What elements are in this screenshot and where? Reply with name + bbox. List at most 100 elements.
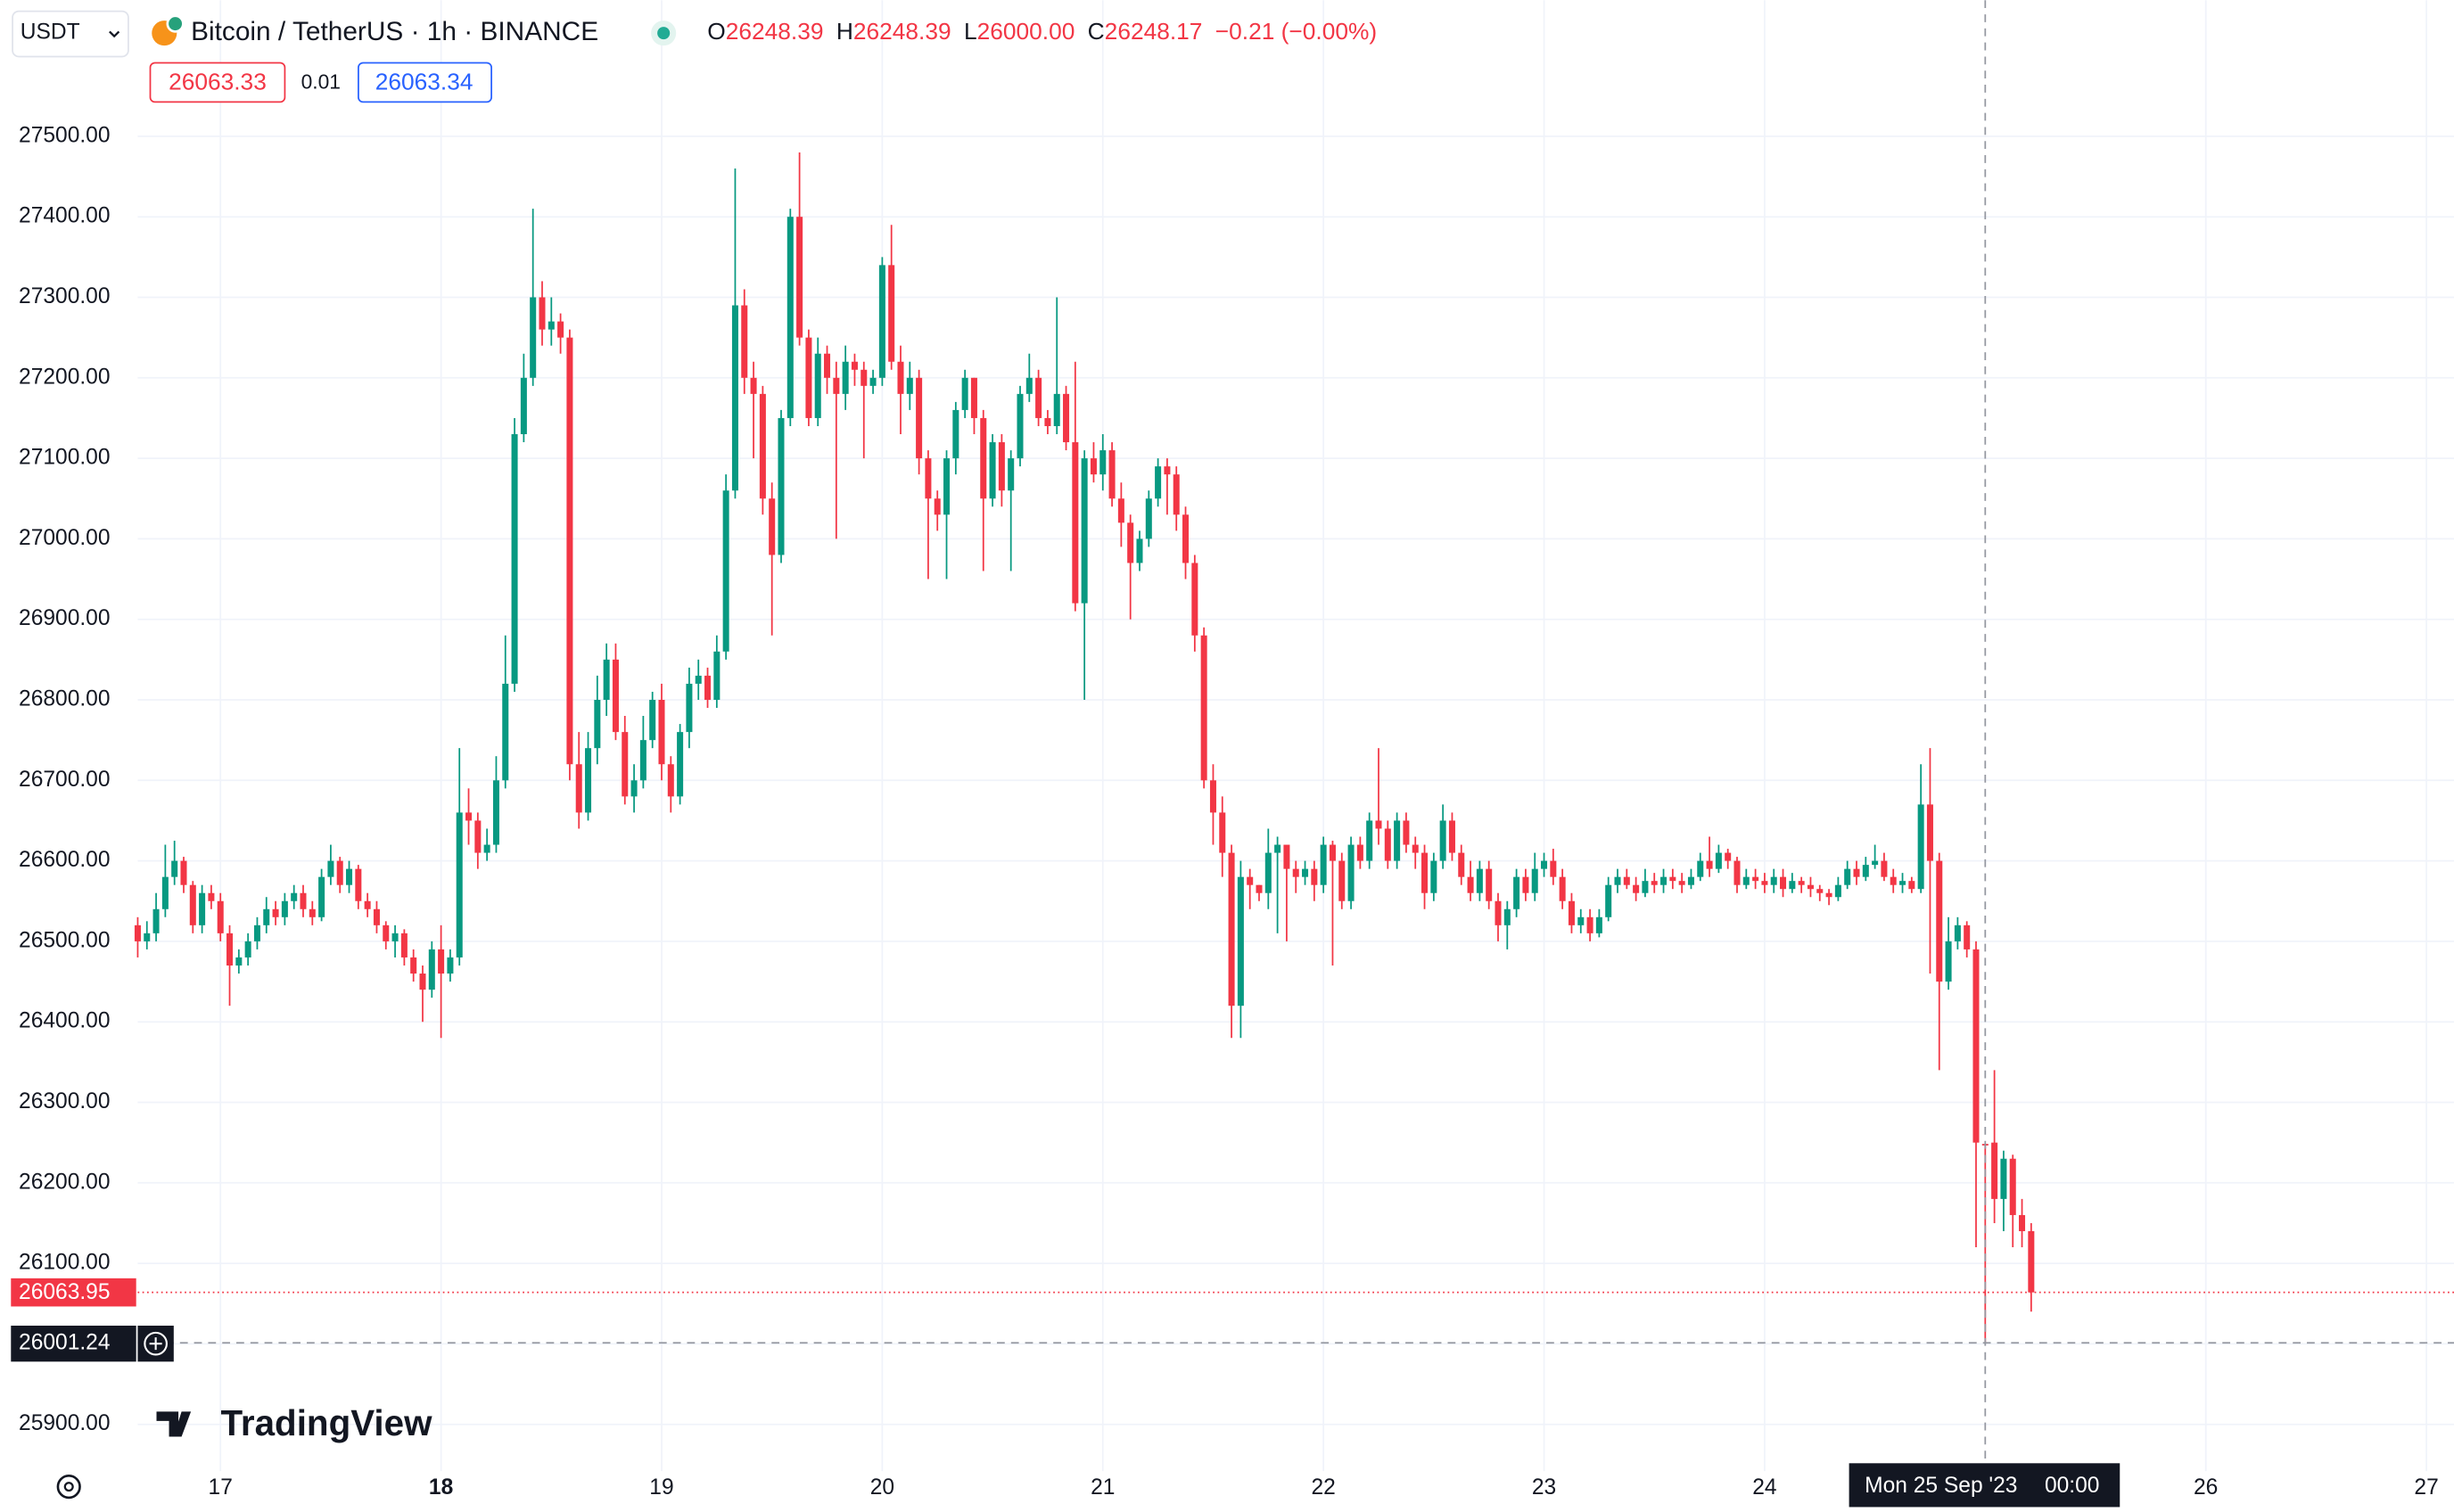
candle-body bbox=[1954, 924, 1961, 941]
candle-body bbox=[539, 297, 546, 330]
candle-body bbox=[235, 957, 243, 966]
candle-body bbox=[612, 659, 619, 733]
candle-body bbox=[1329, 844, 1336, 861]
candle-body bbox=[1072, 442, 1079, 604]
crosshair-date: Mon 25 Sep '23 bbox=[1865, 1474, 2017, 1498]
candle-body bbox=[1228, 852, 1235, 1007]
candle-body bbox=[897, 361, 904, 394]
candle-body bbox=[438, 949, 445, 974]
candle-body bbox=[511, 434, 518, 684]
legend-value: 26000.00 bbox=[977, 18, 1075, 45]
candle-body bbox=[1917, 804, 1924, 890]
candle-body bbox=[502, 683, 509, 781]
candle-body bbox=[594, 699, 601, 749]
candle-body bbox=[1191, 563, 1198, 636]
candle-body bbox=[1531, 868, 1538, 893]
sell-button[interactable] bbox=[149, 62, 286, 103]
candle-body bbox=[373, 908, 380, 925]
candle-body bbox=[1035, 377, 1042, 418]
x-tick-label: 19 bbox=[649, 1475, 673, 1500]
candle-body bbox=[1458, 852, 1465, 877]
legend-value: 26248.17 bbox=[1105, 18, 1203, 45]
candle-body bbox=[419, 974, 426, 990]
candle-body bbox=[998, 442, 1005, 491]
candle-body bbox=[1715, 852, 1722, 869]
candle-body bbox=[1936, 860, 1943, 982]
candle-body bbox=[1320, 844, 1327, 885]
settings-icon[interactable] bbox=[56, 1475, 81, 1500]
candle-body bbox=[1595, 916, 1602, 933]
candle-body bbox=[861, 369, 868, 386]
candle-body bbox=[1770, 876, 1777, 885]
candle-body bbox=[355, 868, 362, 901]
candle-body bbox=[1256, 884, 1263, 893]
candle-body bbox=[180, 860, 187, 885]
candle-body bbox=[1780, 876, 1787, 890]
x-tick-label: 17 bbox=[209, 1475, 233, 1500]
candle-body bbox=[961, 377, 968, 410]
y-tick-label: 27400.00 bbox=[19, 204, 110, 228]
candle-body bbox=[1486, 868, 1493, 901]
candle-body bbox=[1053, 393, 1060, 426]
candle-body bbox=[704, 675, 712, 700]
candle-body bbox=[1568, 900, 1575, 925]
candle-body bbox=[152, 908, 160, 933]
candle-body bbox=[1541, 860, 1548, 869]
legend-change: −0.21 (−0.00%) bbox=[1215, 18, 1377, 45]
candle-body bbox=[824, 353, 831, 378]
candle-body bbox=[585, 748, 592, 813]
y-tick-label: 26800.00 bbox=[19, 686, 110, 711]
x-tick-label: 27 bbox=[2414, 1475, 2438, 1500]
candle-body bbox=[1182, 514, 1190, 563]
candle-body bbox=[769, 498, 776, 555]
candle-body bbox=[1127, 522, 1134, 563]
candle-body bbox=[383, 924, 390, 941]
candle-body bbox=[677, 732, 684, 797]
candle-body bbox=[161, 876, 169, 909]
x-tick-label: 18 bbox=[429, 1475, 453, 1500]
candle-body bbox=[1881, 860, 1888, 877]
x-tick-label: 23 bbox=[1532, 1475, 1556, 1500]
candle-body bbox=[1283, 844, 1290, 869]
y-tick-label: 26300.00 bbox=[19, 1089, 110, 1113]
candle-body bbox=[1145, 498, 1152, 539]
currency-select[interactable] bbox=[12, 10, 129, 58]
candle-body bbox=[1577, 916, 1585, 925]
candle-body bbox=[1697, 860, 1704, 877]
candle-body bbox=[548, 321, 555, 330]
symbol-title: Bitcoin / TetherUS · 1h · BINANCE bbox=[191, 17, 598, 46]
crosshair-price-box bbox=[11, 1325, 136, 1362]
candle-body bbox=[731, 305, 738, 491]
candle-body bbox=[410, 957, 417, 974]
candle-body bbox=[658, 699, 665, 765]
candle-body bbox=[171, 860, 178, 877]
candle-body bbox=[1090, 458, 1097, 475]
candle-body bbox=[1669, 876, 1676, 882]
candle-body bbox=[281, 900, 288, 917]
candle-body bbox=[492, 780, 499, 845]
candle-body bbox=[520, 377, 527, 435]
buy-button[interactable] bbox=[358, 62, 492, 103]
candle-body bbox=[1375, 820, 1382, 829]
candle-body bbox=[1448, 820, 1455, 853]
legend-label: H bbox=[836, 18, 853, 45]
candle-body bbox=[1789, 881, 1796, 890]
x-tick-label: 22 bbox=[1311, 1475, 1335, 1500]
settings-icon-core bbox=[63, 1482, 74, 1492]
y-tick-label: 26400.00 bbox=[19, 1009, 110, 1033]
candle-body bbox=[1063, 393, 1070, 443]
brand-logo bbox=[156, 1411, 192, 1437]
candle-body bbox=[869, 377, 877, 386]
legend-label: O bbox=[707, 18, 725, 45]
candle-body bbox=[1311, 868, 1318, 885]
candle-body bbox=[906, 377, 913, 394]
legend-value: 26248.39 bbox=[853, 18, 951, 45]
y-tick-label: 26600.00 bbox=[19, 848, 110, 872]
candle-body bbox=[1117, 498, 1124, 523]
candle-body bbox=[1025, 377, 1033, 394]
y-tick-label: 25900.00 bbox=[19, 1411, 110, 1435]
candle-body bbox=[1421, 852, 1429, 893]
candle-body bbox=[1816, 889, 1824, 893]
